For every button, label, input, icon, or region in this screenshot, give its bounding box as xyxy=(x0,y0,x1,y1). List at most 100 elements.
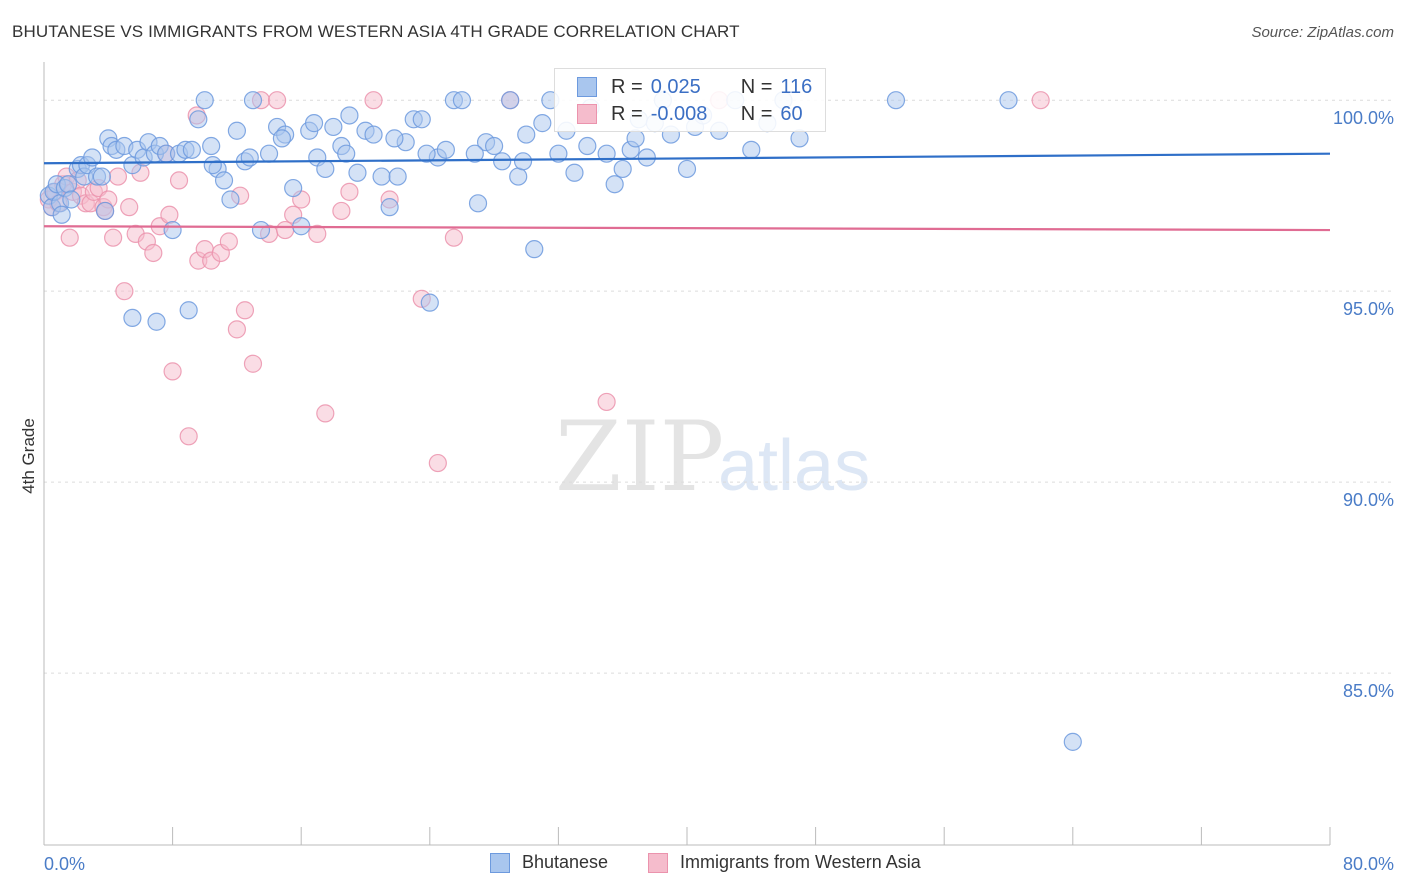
point-bhutanese-5 xyxy=(52,205,71,224)
watermark: ZIP atlas xyxy=(555,401,870,513)
grid-lines xyxy=(44,99,1394,674)
point-bhutanese-90 xyxy=(677,159,697,179)
point-bhutanese-99 xyxy=(886,91,906,110)
point-bhutanese-34 xyxy=(202,136,221,156)
point-immigrants-18 xyxy=(115,282,134,301)
point-immigrants-36 xyxy=(243,354,263,373)
point-bhutanese-41 xyxy=(251,220,271,240)
point-immigrants-17 xyxy=(108,167,128,186)
point-bhutanese-114 xyxy=(578,136,597,156)
point-bhutanese-105 xyxy=(203,156,222,175)
point-bhutanese-115 xyxy=(626,129,645,148)
legend-item-bhutanese: Bhutanese xyxy=(490,852,608,873)
point-bhutanese-61 xyxy=(412,110,431,129)
point-immigrants-35 xyxy=(235,301,255,320)
legend-n-value: 60 xyxy=(780,102,803,125)
legend-row-bhutanese: R = 0.025 N = 116 xyxy=(577,75,812,99)
point-bhutanese-69 xyxy=(485,136,504,156)
point-bhutanese-16 xyxy=(95,201,115,221)
legend-swatch-bhutanese xyxy=(577,77,597,97)
y-tick-label-2: 90.0% xyxy=(1343,490,1394,510)
legend-r-value: 0.025 xyxy=(650,75,701,98)
legend-n-value: 116 xyxy=(780,75,813,98)
point-immigrants-33 xyxy=(219,232,238,251)
point-bhutanese-56 xyxy=(372,167,391,186)
point-bhutanese-77 xyxy=(549,144,568,163)
point-bhutanese-8 xyxy=(62,190,81,209)
legend-row-immigrants: R = -0.008 N = 60 xyxy=(577,102,803,126)
y-tick-label-0: 100.0% xyxy=(1333,108,1394,128)
point-bhutanese-55 xyxy=(364,125,383,144)
x-tick-label-right: 80.0% xyxy=(1343,854,1394,874)
point-bhutanese-57 xyxy=(380,198,399,217)
point-immigrants-46 xyxy=(364,91,383,110)
stats-legend: R = 0.025 N = 116 R = -0.008 N = 60 xyxy=(554,68,826,132)
point-bhutanese-70 xyxy=(493,152,512,171)
point-immigrants-49 xyxy=(428,453,447,473)
point-bhutanese-110 xyxy=(385,129,404,148)
point-bhutanese-112 xyxy=(465,144,484,163)
point-immigrants-6 xyxy=(60,228,79,247)
point-bhutanese-72 xyxy=(509,167,528,186)
watermark-atlas: atlas xyxy=(718,426,870,506)
point-bhutanese-79 xyxy=(565,163,584,182)
point-bhutanese-37 xyxy=(221,190,240,209)
point-bhutanese-15 xyxy=(92,167,111,186)
point-bhutanese-102 xyxy=(123,308,142,328)
legend-swatch-immigrants xyxy=(648,852,668,873)
x-tick-label-left: 0.0% xyxy=(44,854,85,874)
point-bhutanese-107 xyxy=(272,129,292,148)
y-tick-labels: 100.0% 95.0% 90.0% 85.0% xyxy=(1333,108,1394,701)
series-bhutanese-points xyxy=(39,91,1082,751)
y-tick-label-3: 85.0% xyxy=(1343,681,1394,701)
point-immigrants-19 xyxy=(120,198,139,217)
point-immigrants-42 xyxy=(308,224,327,243)
point-immigrants-26 xyxy=(163,362,182,381)
point-bhutanese-98 xyxy=(790,129,809,148)
chart-title: BHUTANESE VS IMMIGRANTS FROM WESTERN ASI… xyxy=(12,22,740,41)
series-legend: Bhutanese Immigrants from Western Asia xyxy=(0,852,1406,876)
trend-lines xyxy=(43,152,1331,232)
point-immigrants-16 xyxy=(104,228,123,247)
point-bhutanese-32 xyxy=(189,110,208,129)
point-bhutanese-111 xyxy=(417,144,436,163)
point-bhutanese-40 xyxy=(243,91,263,110)
point-bhutanese-83 xyxy=(613,159,632,179)
legend-swatch-bhutanese xyxy=(490,852,510,873)
point-immigrants-43 xyxy=(316,404,335,423)
legend-label-immigrants: Immigrants from Western Asia xyxy=(680,852,921,872)
point-bhutanese-67 xyxy=(468,194,488,213)
point-immigrants-23 xyxy=(144,243,163,263)
point-bhutanese-108 xyxy=(304,114,324,133)
trend-line-immigrants xyxy=(43,225,1331,232)
point-bhutanese-74 xyxy=(525,240,544,259)
point-bhutanese-106 xyxy=(240,148,259,167)
point-immigrants-59 xyxy=(267,91,287,110)
point-immigrants-52 xyxy=(597,392,616,412)
point-immigrants-54 xyxy=(1031,91,1050,110)
point-bhutanese-71 xyxy=(501,91,520,110)
legend-item-immigrants: Immigrants from Western Asia xyxy=(648,852,921,873)
point-immigrants-28 xyxy=(179,427,198,446)
point-bhutanese-113 xyxy=(513,152,533,171)
point-immigrants-34 xyxy=(227,320,246,339)
chart-source: Source: ZipAtlas.com xyxy=(1251,24,1394,41)
legend-n-label: N = xyxy=(740,75,773,98)
point-bhutanese-36 xyxy=(214,171,234,190)
point-immigrants-39 xyxy=(276,220,295,240)
point-bhutanese-28 xyxy=(163,220,182,240)
point-bhutanese-31 xyxy=(182,140,201,159)
point-bhutanese-50 xyxy=(324,117,343,137)
legend-r-label: R = xyxy=(611,75,643,98)
point-immigrants-56 xyxy=(160,205,179,224)
point-bhutanese-86 xyxy=(637,148,656,167)
point-bhutanese-100 xyxy=(999,91,1018,110)
legend-r-value: -0.008 xyxy=(650,102,708,125)
legend-n-label: N = xyxy=(740,102,773,125)
point-bhutanese-62 xyxy=(420,293,439,312)
point-bhutanese-33 xyxy=(195,91,214,110)
y-axis-label: 4th Grade xyxy=(19,418,38,494)
point-bhutanese-49 xyxy=(316,159,335,179)
point-bhutanese-42 xyxy=(259,144,279,163)
point-bhutanese-101 xyxy=(1063,732,1082,751)
